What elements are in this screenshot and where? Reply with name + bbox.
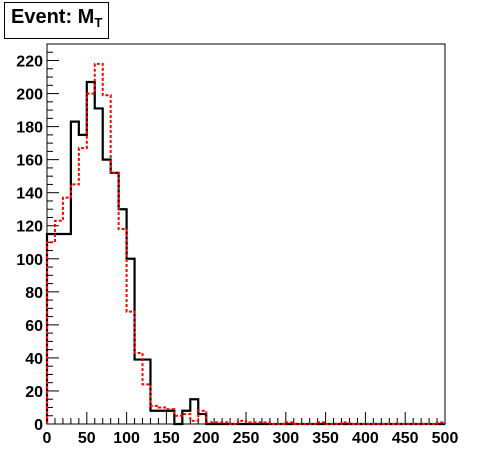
- x-tick-label: 200: [193, 430, 220, 447]
- x-tick-label: 250: [233, 430, 260, 447]
- plot-frame: [46, 43, 446, 425]
- x-tick-label: 300: [272, 430, 299, 447]
- y-tick-label: 60: [25, 318, 43, 335]
- series-layer: [45, 62, 446, 426]
- y-tick-label: 220: [16, 54, 43, 71]
- x-tick-label: 50: [78, 430, 96, 447]
- x-tick-label: 0: [43, 430, 52, 447]
- x-tick-label: 100: [113, 430, 140, 447]
- y-tick-label: 140: [16, 186, 43, 203]
- dashed-red-histogram: [46, 62, 446, 425]
- x-tick-label: 400: [352, 430, 379, 447]
- y-tick-label: 40: [25, 351, 43, 368]
- y-tick-label: 160: [16, 153, 43, 170]
- x-tick-label: 450: [392, 430, 419, 447]
- x-tick-label: 150: [153, 430, 180, 447]
- x-tick-label: 350: [312, 430, 339, 447]
- y-tick-label: 20: [25, 384, 43, 401]
- axis-ticks: [46, 43, 446, 425]
- chart-title-subscript: T: [94, 15, 103, 30]
- y-tick-label: 0: [34, 417, 43, 434]
- chart-title: Event: MT: [4, 2, 110, 39]
- y-tick-label: 80: [25, 285, 43, 302]
- solid-black-histogram: [45, 80, 445, 426]
- y-tick-label: 200: [16, 87, 43, 104]
- x-tick-label: 500: [432, 430, 459, 447]
- y-tick-label: 120: [16, 219, 43, 236]
- y-tick-label: 100: [16, 252, 43, 269]
- axis-labels: 0 50 100 150 200 250 300 350 400 450 500 0 20 40 60 80 1…: [16, 54, 458, 447]
- chart-title-text: Event: M: [11, 6, 95, 28]
- y-tick-label: 180: [16, 120, 43, 137]
